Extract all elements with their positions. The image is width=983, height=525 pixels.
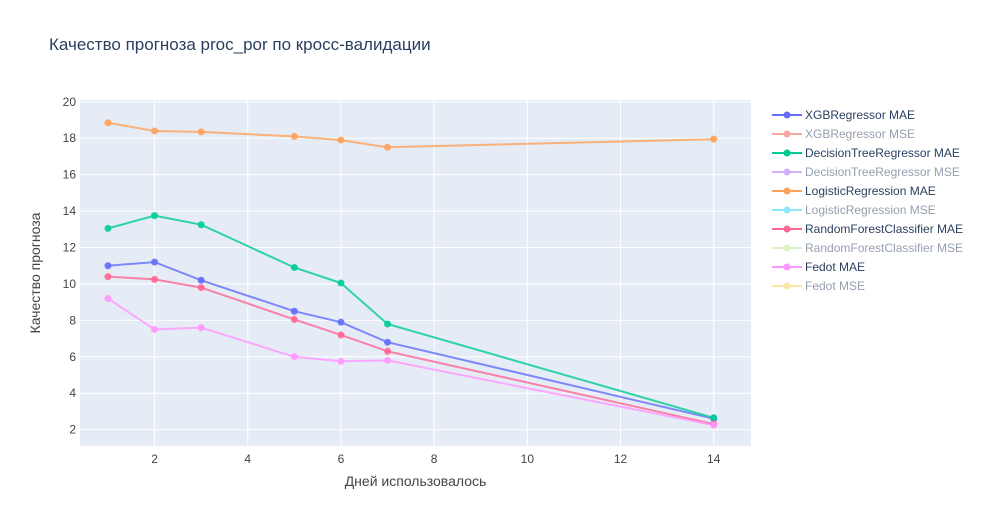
data-point [151, 258, 159, 266]
legend-swatch-marker [783, 111, 791, 119]
data-point [337, 331, 345, 339]
legend-label: Fedot MSE [805, 279, 865, 293]
data-point [197, 284, 205, 292]
legend-swatch-marker [783, 187, 791, 195]
legend-label: Fedot MAE [805, 260, 865, 274]
legend-label: DecisionTreeRegressor MAE [805, 146, 960, 160]
data-point [290, 307, 298, 315]
data-point [290, 264, 298, 272]
x-tick-label: 6 [338, 452, 345, 466]
data-point [710, 421, 718, 429]
data-point [384, 347, 392, 355]
data-point [104, 262, 112, 270]
x-axis-title: Дней использовалось [345, 473, 487, 489]
legend-swatch-marker [783, 263, 791, 271]
data-point [384, 143, 392, 151]
data-point [104, 273, 112, 281]
legend: XGBRegressor MAE XGBRegressor MSE Decision… [772, 108, 963, 293]
data-point [384, 338, 392, 346]
legend-swatch-marker [783, 130, 791, 138]
x-tick-label: 2 [151, 452, 158, 466]
data-point [710, 414, 718, 422]
legend-label: RandomForestClassifier MAE [805, 222, 963, 236]
data-point [337, 318, 345, 326]
y-tick-label: 6 [69, 350, 76, 364]
x-tick-label: 8 [431, 452, 438, 466]
legend-item[interactable]: LogisticRegression MSE [772, 203, 936, 217]
data-point [337, 357, 345, 365]
data-point [197, 221, 205, 229]
legend-swatch-marker [783, 225, 791, 233]
y-tick-label: 2 [69, 423, 76, 437]
data-point [710, 135, 718, 143]
legend-item[interactable]: XGBRegressor MAE [772, 108, 915, 122]
y-tick-label: 8 [69, 313, 76, 327]
y-tick-label: 10 [63, 277, 77, 291]
data-point [197, 324, 205, 332]
legend-swatch-marker [783, 282, 791, 290]
data-point [197, 276, 205, 284]
y-tick-label: 14 [63, 204, 77, 218]
data-point [151, 212, 159, 220]
y-tick-label: 4 [69, 386, 76, 400]
legend-label: LogisticRegression MSE [805, 203, 936, 217]
legend-item[interactable]: LogisticRegression MAE [772, 184, 936, 198]
legend-item[interactable]: DecisionTreeRegressor MAE [772, 146, 960, 160]
x-tick-label: 12 [614, 452, 628, 466]
y-tick-label: 16 [63, 168, 77, 182]
series-fedot-mae [104, 294, 718, 429]
legend-item[interactable]: RandomForestClassifier MAE [772, 222, 963, 236]
data-point [151, 127, 159, 135]
legend-label: XGBRegressor MAE [805, 108, 915, 122]
data-point [384, 356, 392, 364]
x-tick-label: 4 [244, 452, 251, 466]
x-tick-label: 10 [521, 452, 535, 466]
data-point [290, 353, 298, 361]
plot-area [80, 100, 751, 446]
x-tick-label: 14 [707, 452, 721, 466]
data-point [337, 279, 345, 287]
data-point [197, 128, 205, 136]
data-point [151, 275, 159, 283]
data-point [151, 325, 159, 333]
data-point [290, 315, 298, 323]
data-point [384, 320, 392, 328]
legend-label: DecisionTreeRegressor MSE [805, 165, 960, 179]
legend-item[interactable]: RandomForestClassifier MSE [772, 241, 963, 255]
y-tick-label: 20 [63, 95, 77, 109]
legend-item[interactable]: Fedot MAE [772, 260, 865, 274]
legend-swatch-marker [783, 168, 791, 176]
legend-swatch-marker [783, 149, 791, 157]
legend-item[interactable]: Fedot MSE [772, 279, 865, 293]
legend-label: RandomForestClassifier MSE [805, 241, 963, 255]
data-point [104, 119, 112, 127]
y-tick-label: 12 [63, 241, 77, 255]
series-logisticregression-mae [104, 119, 718, 151]
data-point [104, 224, 112, 232]
data-point [337, 136, 345, 144]
data-point [104, 294, 112, 302]
legend-label: XGBRegressor MSE [805, 127, 915, 141]
legend-item[interactable]: XGBRegressor MSE [772, 127, 915, 141]
series-layer [104, 119, 718, 429]
axis-ticks: 2 4 6 8 10 12 14 2 4 6 8 10 12 14 16 18 20 [63, 95, 721, 466]
legend-label: LogisticRegression MAE [805, 184, 936, 198]
series-decisiontreeregressor-mae [104, 212, 718, 422]
legend-item[interactable]: DecisionTreeRegressor MSE [772, 165, 960, 179]
data-point [290, 132, 298, 140]
chart-title: Качество прогноза proc_por по кросс-вали… [49, 35, 431, 54]
y-axis-title: Качество прогноза [27, 212, 43, 333]
legend-swatch-marker [783, 206, 791, 214]
y-tick-label: 18 [63, 131, 77, 145]
legend-swatch-marker [783, 244, 791, 252]
